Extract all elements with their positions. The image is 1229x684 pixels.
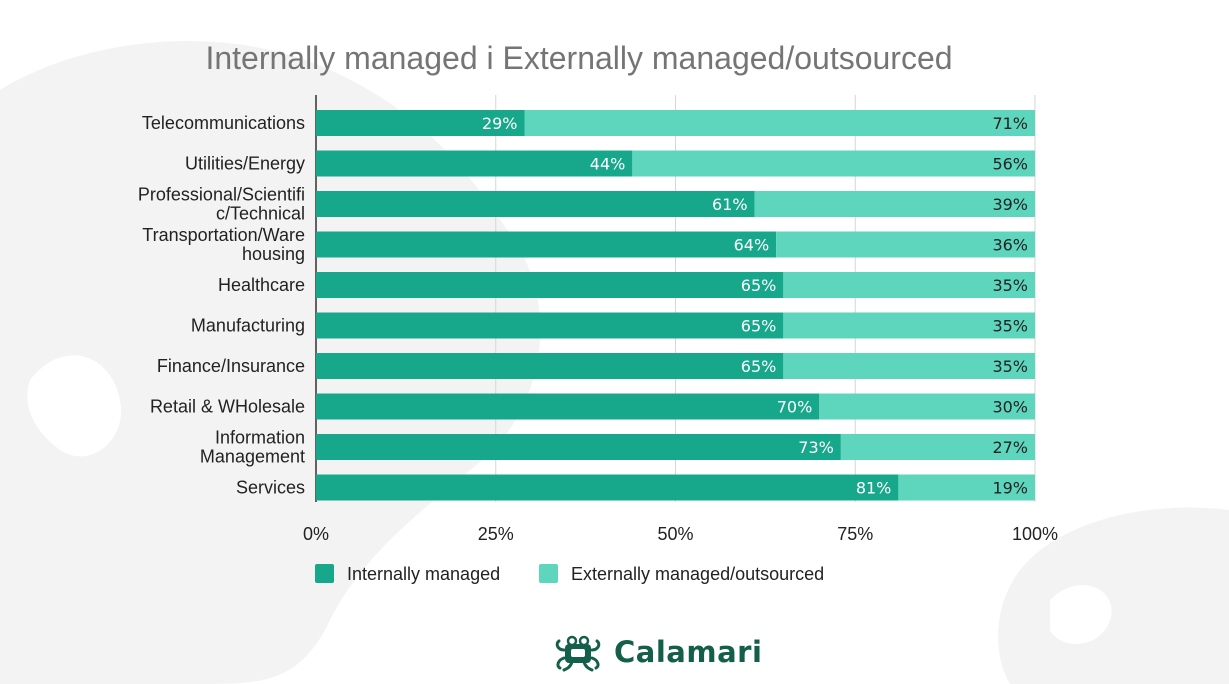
squid-logo-icon bbox=[555, 635, 601, 672]
data-label-internal: 44% bbox=[590, 155, 626, 174]
bar-internal bbox=[316, 150, 633, 177]
bar-external bbox=[783, 312, 1035, 339]
data-label-external: 39% bbox=[992, 195, 1028, 214]
bar-external bbox=[898, 474, 1035, 501]
category-label: Transportation/Ware housing bbox=[142, 225, 305, 264]
bar-external bbox=[783, 353, 1035, 379]
legend-swatch-internal bbox=[315, 564, 334, 583]
data-label-external: 30% bbox=[992, 398, 1028, 417]
category-label: Finance/Insurance bbox=[157, 356, 305, 376]
category-label: Retail & WHolesale bbox=[150, 397, 305, 417]
bar-external bbox=[783, 272, 1035, 298]
x-tick-label: 50% bbox=[657, 524, 693, 544]
calamari-logo: Calamari bbox=[550, 632, 762, 672]
category-label: Information Management bbox=[200, 428, 305, 467]
data-label-external: 71% bbox=[992, 114, 1028, 133]
data-label-internal: 73% bbox=[798, 438, 834, 457]
bar-external bbox=[840, 434, 1035, 460]
bar-external bbox=[632, 150, 1035, 177]
x-tick-label: 25% bbox=[478, 524, 514, 544]
bar-internal bbox=[316, 393, 820, 420]
data-label-external: 35% bbox=[992, 357, 1028, 376]
category-label: Healthcare bbox=[218, 275, 305, 295]
bar-internal bbox=[316, 434, 841, 460]
logo-text: Calamari bbox=[614, 635, 763, 669]
bar-internal bbox=[316, 110, 525, 136]
bar-internal bbox=[316, 312, 784, 339]
data-label-external: 19% bbox=[992, 479, 1028, 498]
legend-label-internal: Internally managed bbox=[347, 564, 500, 584]
data-label-external: 35% bbox=[992, 317, 1028, 336]
category-label: Professional/Scientifi c/Technical bbox=[138, 185, 305, 224]
data-label-internal: 65% bbox=[741, 276, 777, 295]
data-label-external: 56% bbox=[992, 155, 1028, 174]
legend-label-external: Externally managed/outsourced bbox=[571, 564, 824, 584]
background-blob-right bbox=[998, 507, 1229, 684]
data-label-internal: 29% bbox=[482, 114, 518, 133]
data-label-internal: 70% bbox=[777, 398, 813, 417]
x-axis-ticks: 0% 25% 50% 75% 100% bbox=[303, 524, 1058, 544]
bar-external bbox=[776, 231, 1035, 258]
bar-internal bbox=[316, 353, 784, 379]
bar-internal bbox=[316, 474, 899, 501]
legend-swatch-external bbox=[539, 564, 558, 583]
category-label: Services bbox=[236, 478, 305, 498]
data-label-internal: 81% bbox=[856, 479, 892, 498]
background-blob-right-inner bbox=[1050, 585, 1112, 644]
bar-internal bbox=[316, 231, 777, 258]
data-label-internal: 64% bbox=[734, 236, 770, 255]
bar-external bbox=[819, 393, 1035, 420]
category-label: Utilities/Energy bbox=[185, 154, 305, 174]
background-blob-left-inner bbox=[27, 355, 122, 457]
bar-external bbox=[754, 191, 1035, 217]
data-label-external: 36% bbox=[992, 236, 1028, 255]
bar-internal bbox=[316, 191, 755, 217]
data-label-external: 27% bbox=[992, 438, 1028, 457]
x-tick-label: 0% bbox=[303, 524, 329, 544]
data-label-internal: 61% bbox=[712, 195, 748, 214]
data-label-external: 35% bbox=[992, 276, 1028, 295]
x-tick-label: 100% bbox=[1012, 524, 1058, 544]
legend: Internally managed Externally managed/out… bbox=[315, 564, 824, 584]
category-labels: Telecommunications Utilities/Energy Profes… bbox=[138, 113, 305, 498]
bar-external bbox=[524, 110, 1035, 136]
data-label-internal: 65% bbox=[741, 317, 777, 336]
data-label-internal: 65% bbox=[741, 357, 777, 376]
chart-title: Internally managed i Externally managed/… bbox=[205, 40, 952, 76]
category-label: Telecommunications bbox=[142, 113, 305, 133]
bars: 29% 71% 44% 56% 61% 39% 64% 36% 65% 35% 65% 35% 65% 3… bbox=[316, 110, 1035, 501]
x-tick-label: 75% bbox=[837, 524, 873, 544]
category-label: Manufacturing bbox=[191, 316, 305, 336]
bar-internal bbox=[316, 272, 784, 298]
